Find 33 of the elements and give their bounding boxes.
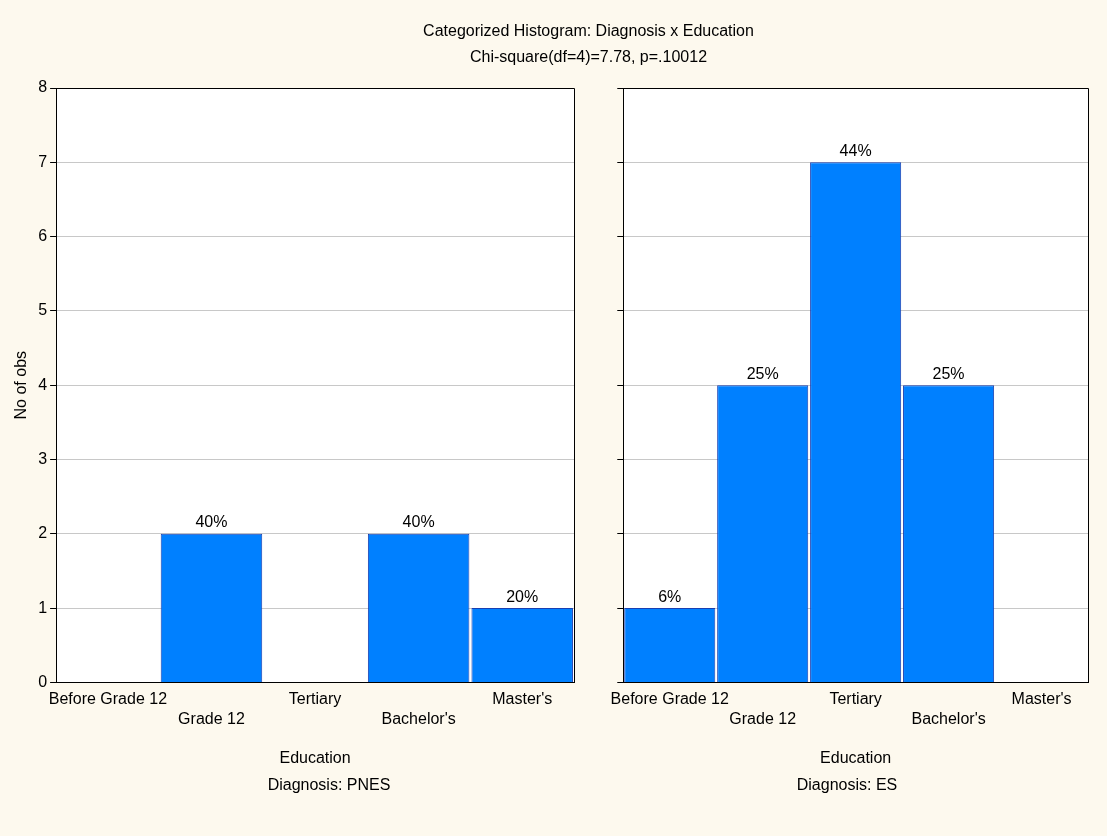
x-axis-title: Education — [820, 748, 892, 766]
x-tick-label: Bachelor's — [911, 709, 986, 727]
annotation: 40% — [195, 513, 228, 531]
y-tick-label: 2 — [38, 524, 48, 542]
y-tick-label: 6 — [38, 227, 48, 245]
chart-subtitle: Chi-square(df=4)=7.78, p=.10012 — [468, 47, 709, 66]
y-tick-label: 5 — [38, 301, 48, 319]
x-tick-label: Tertiary — [288, 690, 342, 708]
x-tick-label: Before Grade 12 — [610, 690, 729, 708]
x-tick-label: Tertiary — [829, 690, 882, 708]
text: Diagnosis: ES — [795, 776, 899, 794]
annotation: 44% — [839, 141, 872, 159]
y-tick-label: 0 — [38, 672, 48, 690]
x-tick-label: Master's — [1011, 690, 1072, 708]
y-axis-title: No of obs — [12, 350, 30, 420]
x-axis-title: Education — [279, 748, 351, 766]
annotation: 25% — [746, 364, 779, 382]
annotation: 20% — [506, 587, 539, 605]
annotation: 6% — [658, 587, 682, 605]
x-tick-label: Bachelor's — [381, 709, 456, 727]
y-tick-label: 4 — [38, 375, 48, 393]
y-tick-label: 3 — [38, 449, 48, 467]
text: Diagnosis: PNES — [266, 776, 392, 794]
x-tick-label: Before Grade 12 — [48, 690, 168, 708]
x-tick-label: Grade 12 — [178, 709, 245, 727]
chart-title: Categorized Histogram: Diagnosis x Education — [422, 21, 755, 40]
x-tick-label: Grade 12 — [729, 709, 797, 727]
y-tick-label: 8 — [38, 78, 48, 96]
y-tick-label: 7 — [38, 152, 48, 170]
y-tick-label: 1 — [38, 598, 48, 616]
annotation: 25% — [932, 364, 965, 382]
annotation: 40% — [402, 513, 435, 531]
x-tick-label: Master's — [492, 690, 553, 708]
